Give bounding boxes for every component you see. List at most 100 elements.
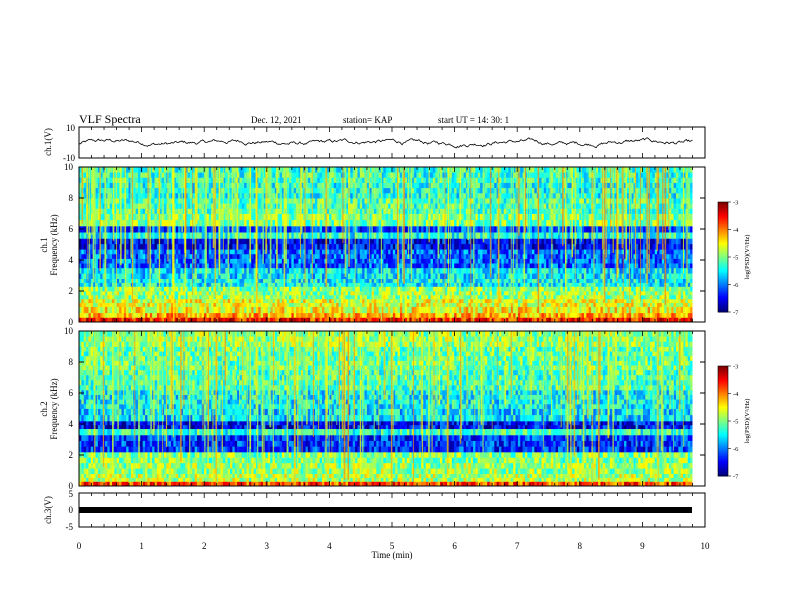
spectrogram-cell	[208, 317, 212, 323]
spectrogram-cell	[104, 312, 108, 318]
spectrogram-cell	[166, 317, 170, 323]
spectrogram-cell	[588, 317, 592, 323]
spectrogram-cell	[310, 317, 314, 323]
spectrogram-cell	[539, 317, 543, 323]
spectrogram-cell	[574, 317, 578, 323]
spectrogram-cell	[572, 317, 576, 323]
spectrogram-cell	[253, 317, 257, 323]
spectrogram-cell	[385, 317, 389, 323]
spectrogram-cell	[397, 317, 401, 323]
spectrogram-cell	[586, 317, 590, 323]
spectrogram-cell	[517, 317, 521, 323]
spectrogram-cell	[109, 312, 113, 318]
spectrogram-cell	[241, 317, 245, 323]
spectrogram-cell	[423, 317, 427, 323]
spectrogram-cell	[364, 317, 368, 323]
spectrogram-cell	[392, 317, 396, 323]
spectrogram-cell	[364, 312, 368, 318]
spectrogram-cell	[232, 317, 236, 323]
spectrogram-cell	[451, 317, 455, 323]
spectrogram-cell	[659, 317, 663, 323]
spectrogram-cell	[600, 317, 604, 323]
spectrogram-cell	[204, 312, 208, 318]
spectrogram-cell	[508, 317, 512, 323]
spectrogram-cell	[322, 317, 325, 323]
spectrogram-cell	[178, 312, 182, 318]
spectrogram-cell	[402, 317, 406, 323]
spectrogram-cell	[237, 312, 241, 318]
spectrogram-cell	[562, 317, 566, 323]
ch1-ytick-bottom: -10	[63, 153, 75, 163]
spectrogram-cell	[355, 312, 359, 318]
spectrogram-cell	[274, 317, 278, 323]
spectrogram-cell	[199, 312, 203, 318]
spectrogram-cell	[241, 312, 245, 318]
spectrogram-cell	[206, 317, 210, 323]
spectrogram-cell	[142, 312, 146, 318]
spectrogram-cell	[121, 312, 125, 318]
spectrogram-cell	[532, 317, 535, 323]
spectrogram-cell	[331, 312, 335, 318]
spectrogram-cell	[166, 312, 170, 318]
spectrogram-cell	[225, 312, 229, 318]
spectrogram-cell	[86, 317, 90, 323]
spectrogram-cell	[93, 317, 97, 323]
spectrogram-cell	[333, 317, 337, 323]
spectrogram-cell	[258, 317, 262, 323]
spectrogram-cell	[116, 312, 120, 318]
spectrogram-cell	[595, 317, 599, 323]
spectrogram-cell	[430, 317, 434, 323]
spectrogram-cell	[581, 317, 585, 323]
spectrogram-cell	[180, 317, 184, 323]
spectrogram-cell	[317, 317, 321, 323]
spectrogram-cell	[171, 317, 174, 323]
spectrogram-cell	[135, 317, 139, 323]
spectrogram-cell	[251, 317, 255, 323]
spectrogram-cell	[633, 317, 637, 323]
spectrogram-cell	[343, 312, 347, 318]
spectrogram-cell	[506, 317, 510, 323]
spectrogram-cell	[159, 317, 163, 323]
spectrogram-cell	[371, 312, 375, 318]
spectrogram-cell	[340, 317, 344, 323]
spectrogram-cell	[237, 317, 241, 323]
spectrogram-cell	[447, 317, 451, 323]
start-time-label: start UT = 14: 30: 1	[438, 115, 509, 125]
spectrogram-cell	[598, 317, 602, 323]
spectrogram-cell	[685, 317, 689, 323]
spectrogram-cell	[168, 317, 172, 323]
spectrogram-cell	[373, 317, 377, 323]
spectrogram-cell	[414, 317, 418, 323]
spectrogram-cell	[86, 312, 90, 318]
spectrogram-cell	[244, 312, 248, 318]
date-label: Dec. 12, 2021	[251, 115, 302, 125]
spectrogram-cell	[137, 317, 141, 323]
spectrogram-cell	[579, 317, 583, 323]
spectrogram-cell	[133, 312, 137, 318]
spectrogram-cell	[168, 312, 172, 318]
spectrogram-cell	[255, 317, 259, 323]
spectrogram-cell	[211, 312, 215, 318]
spectrogram-cell	[470, 317, 474, 323]
spectrogram-cell	[369, 317, 373, 323]
spectrogram-cell	[95, 317, 99, 323]
spectrogram-cell	[638, 317, 642, 323]
spectrogram-cell	[343, 317, 347, 323]
spectrogram-cell	[314, 317, 318, 323]
spectrogram-cell	[227, 312, 231, 318]
spectrogram-cell	[312, 317, 316, 323]
spectrogram-cell	[569, 317, 573, 323]
spectrogram-cell	[399, 317, 403, 323]
spectrogram-cell	[319, 312, 323, 318]
spectrogram-cell	[142, 317, 146, 323]
spectrogram-cell	[88, 312, 92, 318]
spectrogram-cell	[279, 312, 283, 318]
spectrogram-cell	[272, 312, 276, 318]
spectrogram-cell	[90, 312, 94, 318]
ch1-ytick-top: 10	[66, 123, 76, 133]
spectrogram-cell	[286, 317, 290, 323]
spectrogram-cell	[126, 312, 130, 318]
spectrogram-cell	[220, 317, 224, 323]
spectrogram-cell	[213, 317, 217, 323]
